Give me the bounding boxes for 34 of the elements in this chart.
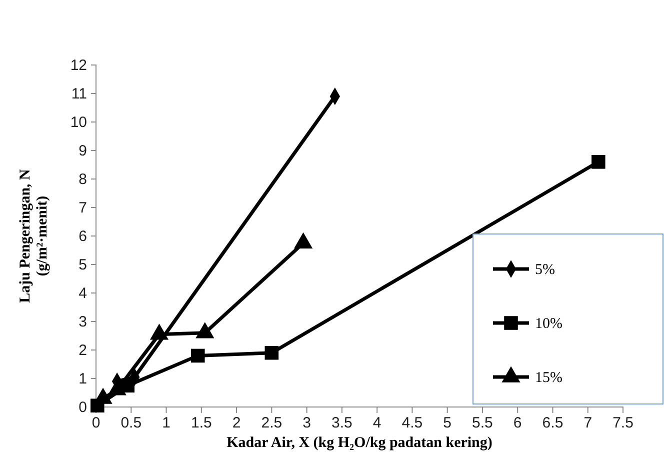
x-tick-label: 2.5 [261, 414, 282, 432]
x-tick-label: 6.5 [542, 414, 564, 432]
y-tick-label: 0 [78, 398, 87, 416]
x-tick-label: 0.5 [120, 414, 142, 432]
x-tick-label: 2 [232, 414, 241, 432]
legend-label: 5% [535, 262, 555, 278]
x-tick-label: 5 [443, 414, 452, 432]
x-tick-label: 3 [302, 414, 311, 432]
y-axis-title: Laju Pengeringan, N (g/m²·menit) [18, 168, 50, 303]
y-tick-label: 8 [78, 170, 87, 188]
x-tick-label: 4 [372, 414, 382, 432]
y-tick-label: 12 [70, 56, 87, 74]
x-tick-label: 4.5 [402, 414, 423, 432]
y-tick-label: 10 [70, 114, 87, 131]
y-tick-label: 5 [78, 256, 87, 274]
x-tick-label: 1.5 [190, 414, 212, 432]
y-tick-label: 4 [78, 284, 87, 302]
y-tick-label: 9 [78, 142, 87, 160]
legend-label: 15% [535, 370, 562, 386]
x-tick-label: 7.5 [612, 414, 634, 432]
x-tick-label: 1 [162, 414, 170, 432]
y-tick-label: 2 [78, 342, 87, 359]
x-tick-label: 7 [584, 414, 592, 432]
y-tick-label: 11 [71, 85, 87, 102]
x-tick-label: 3.5 [332, 414, 352, 432]
x-tick-label: 5.5 [472, 414, 493, 432]
y-tick-label: 1 [78, 370, 87, 388]
x-tick-label: 6 [513, 414, 522, 432]
y-tick-label: 7 [78, 199, 87, 216]
x-axis-title: Kadar Air, X (kg H₂O/kg padatan kering) [226, 435, 492, 451]
legend-label: 10% [535, 316, 562, 332]
y-tick-label: 6 [78, 228, 87, 245]
x-tick-label: 0 [92, 414, 100, 432]
y-tick-label: 3 [78, 313, 87, 330]
